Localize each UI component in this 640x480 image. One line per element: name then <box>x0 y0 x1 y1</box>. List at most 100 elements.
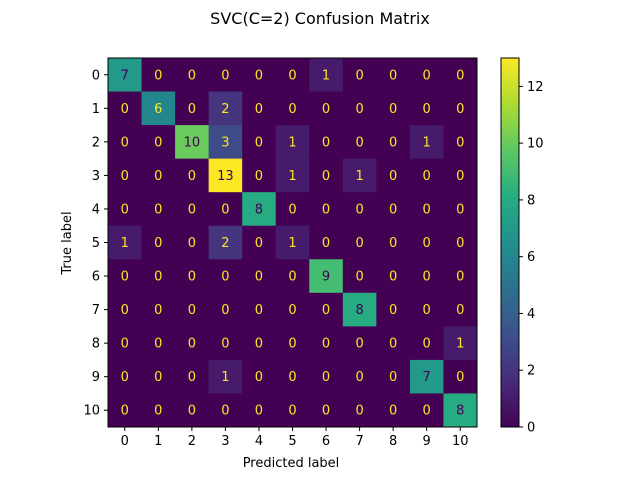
cell-value-label: 0 <box>121 404 129 419</box>
cell-value-label: 0 <box>154 404 162 419</box>
heatmap-cell <box>309 326 344 361</box>
cell-value-label: 0 <box>456 202 464 217</box>
cell-value-label: 0 <box>121 135 129 150</box>
x-tick-label: 3 <box>221 434 229 449</box>
heatmap-cell <box>141 158 176 193</box>
heatmap-cell <box>275 393 310 428</box>
cell-value-label: 0 <box>389 303 397 318</box>
heatmap-cell <box>309 393 344 428</box>
heatmap-cell <box>242 393 277 428</box>
heatmap-cell <box>242 58 277 92</box>
heatmap-cell <box>208 158 243 193</box>
cell-value-label: 0 <box>221 337 229 352</box>
heatmap-cell <box>242 225 277 260</box>
heatmap-cell <box>275 326 310 361</box>
heatmap-cell <box>108 326 142 361</box>
cell-value-label: 0 <box>389 68 397 83</box>
cell-value-label: 0 <box>456 68 464 83</box>
y-tick-label: 6 <box>92 270 100 285</box>
heatmap-cell <box>409 91 444 126</box>
heatmap-cell <box>376 326 411 361</box>
cell-value-label: 0 <box>355 202 363 217</box>
cell-value-label: 0 <box>121 337 129 352</box>
heatmap-cell <box>208 58 243 92</box>
cell-value-label: 0 <box>154 202 162 217</box>
heatmap-cell <box>108 91 142 126</box>
cell-value-label: 0 <box>322 135 330 150</box>
heatmap-cell <box>275 259 310 294</box>
cell-value-label: 0 <box>188 370 196 385</box>
heatmap-cell <box>141 259 176 294</box>
cell-value-label: 0 <box>221 202 229 217</box>
cell-value-label: 0 <box>288 270 296 285</box>
heatmap-cell <box>376 158 411 193</box>
cell-value-label: 0 <box>355 370 363 385</box>
cell-value-label: 0 <box>322 169 330 184</box>
cell-value-label: 0 <box>255 236 263 251</box>
cell-value-label: 0 <box>322 337 330 352</box>
cell-value-label: 0 <box>255 68 263 83</box>
heatmap-cell <box>409 259 444 294</box>
cell-value-label: 0 <box>255 135 263 150</box>
heatmap-cell <box>342 225 377 260</box>
cell-value-label: 2 <box>221 102 229 117</box>
cell-value-label: 1 <box>288 135 296 150</box>
heatmap-cell <box>443 259 478 294</box>
heatmap-cells <box>107 57 478 428</box>
cell-value-label: 6 <box>154 102 162 117</box>
heatmap-cell <box>443 91 478 126</box>
heatmap-cell <box>409 225 444 260</box>
cell-value-label: 0 <box>355 270 363 285</box>
heatmap-cell <box>275 91 310 126</box>
cell-value-label: 0 <box>221 68 229 83</box>
heatmap-cell <box>242 259 277 294</box>
heatmap-cell <box>342 58 377 92</box>
x-tick-label: 7 <box>355 434 363 449</box>
cell-value-label: 0 <box>456 370 464 385</box>
y-tick-label: 4 <box>92 202 100 217</box>
heatmap-cell <box>342 393 377 428</box>
heatmap-cell <box>376 125 411 160</box>
heatmap-cell <box>175 58 210 92</box>
heatmap-cell <box>108 259 142 294</box>
cell-value-label: 0 <box>322 202 330 217</box>
cell-value-label: 1 <box>355 169 363 184</box>
cell-value-label: 0 <box>188 102 196 117</box>
heatmap-cell <box>175 125 210 160</box>
heatmap-cell <box>208 225 243 260</box>
heatmap-cell <box>443 225 478 260</box>
cell-value-label: 0 <box>121 303 129 318</box>
heatmap-cell <box>376 192 411 227</box>
heatmap-cell <box>342 359 377 394</box>
heatmap-cell <box>141 292 176 327</box>
cell-value-label: 0 <box>188 169 196 184</box>
cell-value-label: 0 <box>154 236 162 251</box>
cell-value-label: 13 <box>217 169 234 184</box>
heatmap-cell <box>108 292 142 327</box>
y-tick-label: 7 <box>92 303 100 318</box>
cell-value-label: 0 <box>389 270 397 285</box>
cell-value-label: 0 <box>255 404 263 419</box>
heatmap-cell <box>376 225 411 260</box>
colorbar-tick-label: 2 <box>527 364 535 379</box>
y-tick-label: 9 <box>92 370 100 385</box>
heatmap-cell <box>242 91 277 126</box>
cell-value-label: 1 <box>423 135 431 150</box>
cell-value-label: 0 <box>154 337 162 352</box>
heatmap-cell <box>409 58 444 92</box>
heatmap-cell <box>208 292 243 327</box>
cell-value-label: 0 <box>188 337 196 352</box>
heatmap-cell <box>409 393 444 428</box>
heatmap-cell <box>376 259 411 294</box>
heatmap-cell <box>275 192 310 227</box>
heatmap-cell <box>409 292 444 327</box>
heatmap-cell <box>309 91 344 126</box>
heatmap-cell <box>309 292 344 327</box>
cell-value-label: 0 <box>423 202 431 217</box>
heatmap-cell <box>108 58 142 92</box>
colorbar <box>500 57 520 428</box>
heatmap-cell <box>108 125 142 160</box>
cell-value-label: 0 <box>221 404 229 419</box>
cell-value-label: 0 <box>255 303 263 318</box>
heatmap-cell <box>175 158 210 193</box>
